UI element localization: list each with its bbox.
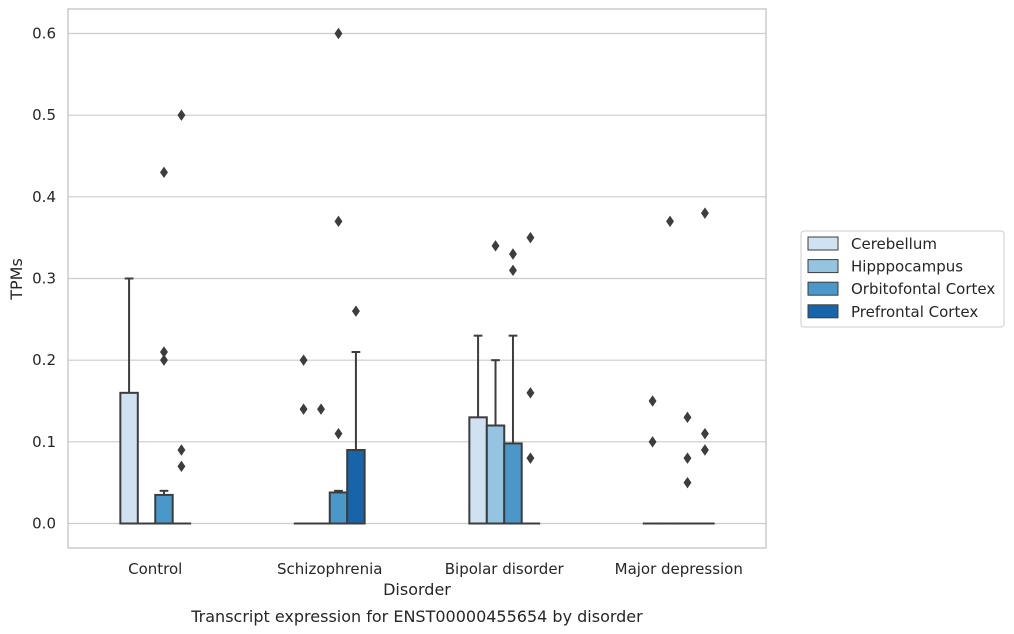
box-series [119,277,715,525]
outlier-point [334,215,343,228]
box-body [328,491,349,525]
outlier-point [334,27,343,40]
outlier-point [683,411,692,424]
outlier-point [351,305,360,317]
box-body [346,449,366,525]
outlier-point [648,436,657,448]
box-body [154,493,174,525]
box-body [485,424,506,525]
outlier-point [317,403,325,415]
y-tick-labels: 0.0 0.1 0.2 0.3 0.4 0.5 0.6 [32,25,56,533]
outlier-point [160,166,168,179]
outlier-point [509,248,517,260]
grid-lines [68,32,766,525]
outlier-point [299,354,308,366]
outlier-point [160,354,168,366]
box-prefrontal-cortex [346,351,366,525]
y-tick-label: 0.1 [32,433,56,451]
outlier-point [299,403,308,415]
box-orbitofontal-cortex [328,489,349,525]
outlier-point [700,444,709,456]
y-tick-label: 0.6 [32,25,56,43]
x-axis-title: Disorder [383,580,451,599]
y-tick-label: 0.0 [32,515,56,533]
outlier-point [526,452,535,464]
legend: Cerebellum Hipppocampus Orbitofontal Corte… [800,230,1005,328]
box-orbitofontal-cortex [503,334,523,525]
legend-label: Orbitofontal Cortex [851,280,995,298]
box-cerebellum [468,334,488,525]
legend-label: Prefrontal Cortex [851,303,978,321]
legend-label: Hipppocampus [851,258,963,276]
outlier-point [509,264,517,277]
x-tick-label: Control [128,560,182,578]
y-axis-title: TPMs [7,258,26,301]
box-cerebellum [119,277,139,525]
legend-label: Cerebellum [851,235,937,253]
x-tick-label: Major depression [615,560,743,578]
y-tick-label: 0.3 [32,270,56,288]
legend-frame [800,230,1005,328]
box-body [503,442,523,525]
outlier-point [177,109,186,121]
legend-swatch [807,236,839,251]
y-tick-label: 0.2 [32,351,56,369]
box-hipppocampus [485,359,506,525]
outlier-points [160,27,709,489]
plot-frame [67,8,767,549]
x-tick-label: Schizophrenia [277,560,382,578]
outlier-point [666,215,674,228]
outlier-point [177,460,186,473]
outlier-point [526,231,535,244]
legend-swatch [807,281,839,296]
legend-swatch [807,304,839,319]
box-body [119,391,139,525]
outlier-point [700,207,709,219]
outlier-point [683,476,692,489]
box-orbitofontal-cortex [154,489,174,525]
y-tick-label: 0.5 [32,106,56,124]
x-tick-label: Bipolar disorder [445,560,565,578]
box-body [468,416,488,525]
outlier-point [683,452,692,464]
outlier-point [334,427,343,440]
outlier-point [700,427,709,440]
outlier-point [648,395,657,407]
x-tick-labels: Control Schizophrenia Bipolar disorder Majo… [128,560,743,578]
outlier-point [491,240,500,252]
legend-swatch [807,259,839,274]
y-tick-label: 0.4 [32,188,56,206]
outlier-point [177,444,186,456]
outlier-point [526,387,535,399]
chart-caption: Transcript expression for ENST0000045565… [190,607,643,626]
